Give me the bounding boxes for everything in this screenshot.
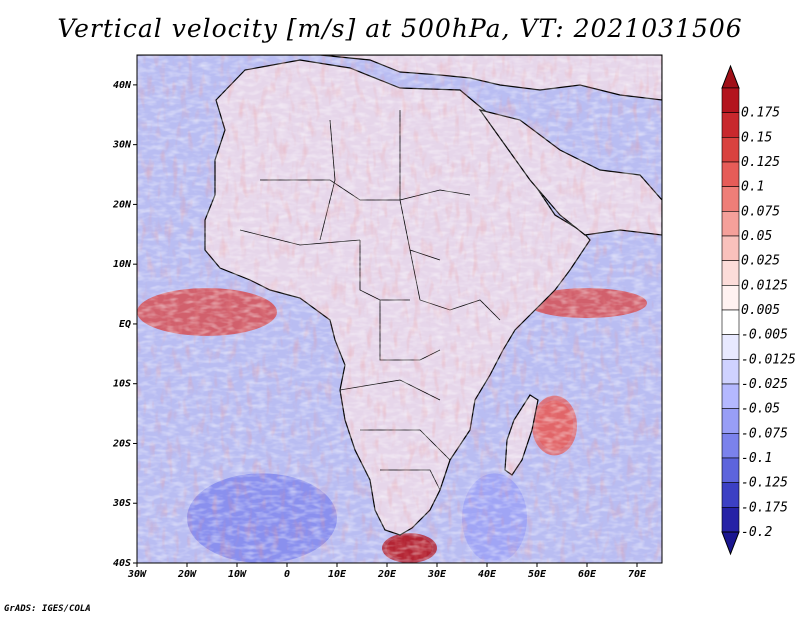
lon-tick-label: 10W	[228, 569, 247, 580]
colorbar-label: -0.05	[741, 402, 780, 417]
colorbar-swatch	[721, 137, 740, 163]
lon-tick-label: 20E	[377, 569, 397, 580]
lon-tick-label: 30W	[127, 569, 147, 580]
grads-credit: GrADS: IGES/COLA	[4, 604, 91, 614]
lat-tick-label: 40S	[113, 558, 131, 569]
lon-tick-label: 60E	[578, 569, 597, 580]
plot-frame	[136, 54, 663, 564]
colorbar-label: -0.025	[741, 377, 788, 392]
lon-tick-label: 50E	[528, 569, 547, 580]
lon-tick-label: 10E	[328, 569, 347, 580]
plot-area	[137, 55, 662, 563]
colorbar-swatch	[721, 433, 740, 459]
colorbar-label: 0.175	[741, 106, 780, 121]
colorbar: 0.175 0.15 0.125 0.1 0.075 0.05 0.025 0.0125 0.0…	[721, 64, 796, 556]
colorbar-swatch	[721, 309, 740, 335]
lon-tick-label: 20W	[177, 569, 197, 580]
colorbar-swatch	[721, 383, 740, 409]
colorbar-label: 0.075	[741, 204, 780, 219]
map-title: Vertical velocity [m/s] at 500hPa, VT: 2…	[57, 14, 743, 43]
colorbar-swatch	[721, 482, 740, 508]
colorbar-label: 0.125	[741, 155, 780, 170]
lat-tick-label: 10S	[113, 379, 131, 390]
colorbar-label: -0.1	[741, 451, 772, 466]
lat-tick-label: 30S	[112, 498, 131, 509]
colorbar-label: 0.15	[741, 130, 772, 145]
colorbar-swatch	[721, 186, 740, 212]
lon-tick-label: 40E	[478, 569, 497, 580]
colorbar-swatch	[721, 285, 740, 311]
colorbar-swatch	[721, 260, 740, 286]
colorbar-swatch	[721, 87, 740, 113]
colorbar-label: -0.2	[741, 525, 772, 540]
lat-tick-label: 10N	[113, 259, 132, 270]
latitude-axis: 40N 30N 20N 10N EQ 10S 20S 30S 40S	[112, 80, 137, 569]
colorbar-label: -0.0125	[741, 352, 796, 367]
colorbar-label: -0.125	[741, 476, 788, 491]
colorbar-swatch	[721, 408, 740, 434]
colorbar-label: -0.005	[741, 328, 788, 343]
lat-tick-label: 40N	[113, 80, 132, 91]
lon-tick-label: 0	[284, 569, 290, 580]
colorbar-label: -0.075	[741, 426, 788, 441]
colorbar-label: 0.0125	[741, 278, 788, 293]
colorbar-label: 0.005	[741, 303, 780, 318]
colorbar-swatch	[721, 161, 740, 187]
colorbar-bottom-cap	[721, 531, 740, 556]
longitude-axis: 30W 20W 10W 0 10E 20E 30E 40E 50E 60E 70E	[127, 563, 647, 580]
lat-tick-label: EQ	[119, 319, 131, 330]
colorbar-label: 0.025	[741, 254, 780, 269]
colorbar-label: 0.05	[741, 229, 772, 244]
colorbar-swatch	[721, 507, 740, 533]
colorbar-swatch	[721, 112, 740, 138]
colorbar-top-cap	[721, 64, 740, 89]
colorbar-swatch	[721, 334, 740, 360]
lat-tick-label: 30N	[112, 140, 132, 151]
colorbar-swatch	[721, 359, 740, 385]
colorbar-swatch	[721, 457, 740, 483]
lat-tick-label: 20N	[112, 199, 132, 210]
lon-tick-label: 30E	[427, 569, 447, 580]
noise-texture-red	[137, 55, 662, 563]
colorbar-label: 0.1	[741, 180, 764, 195]
colorbar-swatch	[721, 235, 740, 261]
colorbar-swatch	[721, 211, 740, 237]
lat-tick-label: 20S	[112, 438, 131, 449]
colorbar-label: -0.175	[741, 500, 788, 515]
lon-tick-label: 70E	[628, 569, 647, 580]
